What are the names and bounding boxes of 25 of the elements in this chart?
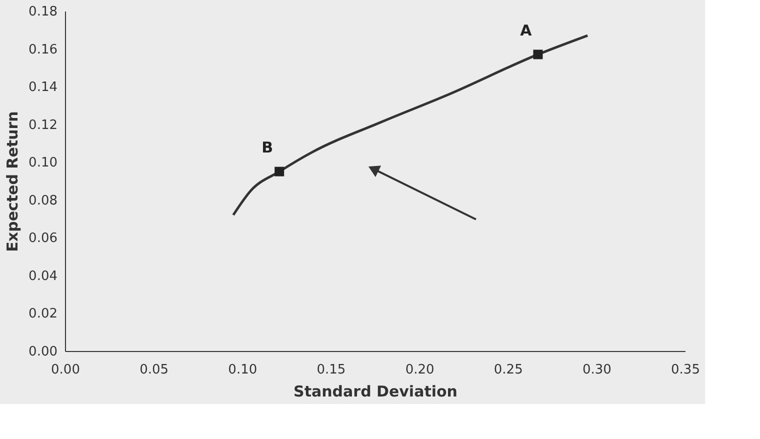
y-tick-label: 0.00 [28,344,58,360]
y-tick-label: 0.02 [28,306,58,322]
annotation: A [520,21,532,40]
point [274,166,284,176]
x-tick-label: 0.35 [671,362,700,378]
x-tick-label: 0.05 [140,362,169,378]
x-tick-label: 0.25 [494,362,523,378]
line-series [232,34,589,216]
annotation: B [262,138,274,157]
y-tick-label: 0.04 [28,268,58,284]
x-axis-title: Standard Deviation [294,382,458,400]
x-tick-label: 0.10 [228,362,258,378]
y-tick-label: 0.06 [28,231,58,246]
x-tick-label: 0.15 [316,362,346,378]
point [533,50,543,60]
x-tick-label: 0.30 [582,362,612,378]
y-axis-title: Expected Return [4,111,22,252]
x-tick-label: 0.20 [405,362,434,378]
y-tick-label: 0.16 [28,42,58,58]
x-tick-label: 0.00 [51,362,80,378]
y-tick-label: 0.14 [28,80,58,96]
y-tick-label: 0.12 [28,118,58,133]
y-tick-label: 0.18 [28,4,58,20]
y-tick-label: 0.08 [28,193,58,208]
y-tick-label: 0.10 [28,156,58,171]
